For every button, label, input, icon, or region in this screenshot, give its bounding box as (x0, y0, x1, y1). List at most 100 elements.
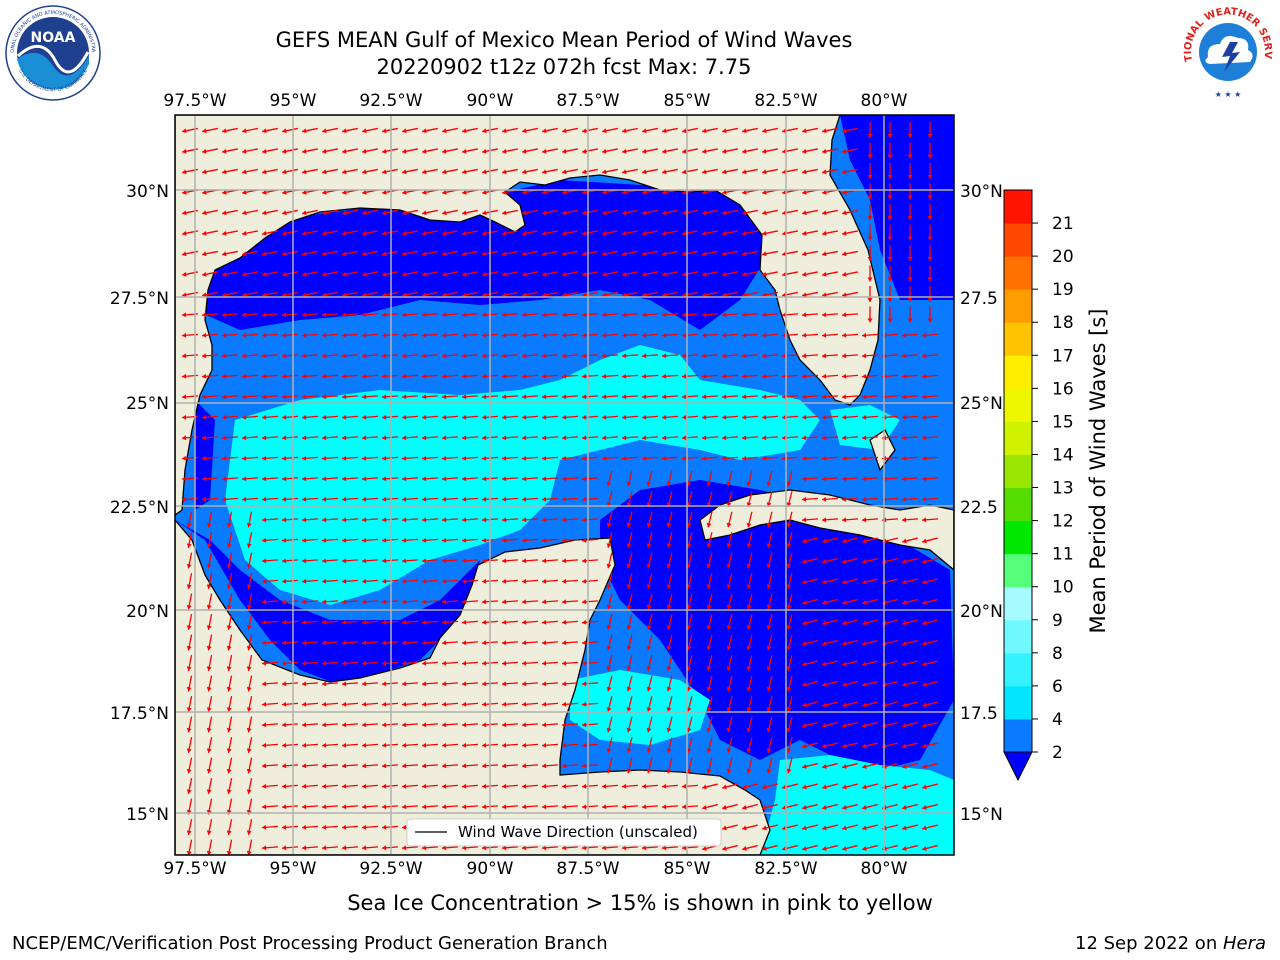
wind-arrow (901, 435, 919, 441)
wind-arrow (461, 476, 479, 482)
wind-arrow (927, 163, 933, 179)
wind-arrow (401, 373, 419, 379)
wind-arrow (361, 394, 379, 400)
wind-arrow (381, 517, 399, 523)
wind-arrow (922, 680, 938, 687)
wind-arrow (561, 373, 579, 379)
wind-arrow (841, 476, 859, 482)
wind-arrow (521, 414, 539, 420)
wind-arrow (541, 496, 559, 502)
wind-arrow (646, 716, 653, 733)
wind-arrow (842, 148, 858, 154)
wind-arrow (822, 680, 838, 687)
lat-label: 17.5 (960, 704, 998, 724)
wind-arrow (301, 373, 319, 379)
wind-arrow (921, 496, 939, 502)
wind-arrow (722, 803, 738, 810)
wind-arrow (522, 209, 538, 216)
wind-arrow (246, 716, 253, 733)
wind-arrow (322, 291, 338, 298)
wind-arrow (842, 271, 858, 277)
wind-arrow (461, 332, 479, 338)
wind-arrow (861, 517, 879, 523)
wind-arrow (401, 660, 419, 666)
wind-arrow (302, 127, 318, 134)
wind-arrow (901, 476, 919, 482)
wind-arrow (701, 332, 719, 338)
wind-arrow (381, 701, 399, 707)
wind-arrow (907, 204, 913, 220)
wind-arrow (301, 763, 319, 769)
wind-arrow (186, 532, 193, 548)
wind-arrow (501, 373, 519, 379)
wind-arrow (702, 271, 718, 277)
wind-arrow (261, 312, 279, 318)
wind-arrow (302, 271, 318, 277)
wind-arrow (421, 701, 439, 707)
wind-arrow (606, 470, 613, 487)
wind-arrow (461, 414, 479, 420)
wind-arrow (642, 250, 658, 257)
wind-arrow (842, 168, 858, 175)
wind-arrow (822, 537, 838, 544)
wind-arrow (842, 844, 858, 851)
wind-arrow (842, 557, 858, 564)
wind-arrow (581, 496, 599, 502)
wind-arrow (461, 517, 479, 523)
colorbar-segment (1004, 421, 1032, 455)
wind-arrow (602, 250, 618, 257)
legend-label: Wind Wave Direction (unscaled) (458, 823, 698, 841)
wind-arrow (262, 148, 278, 154)
wind-arrow (341, 476, 359, 482)
colorbar-segment (1004, 718, 1032, 753)
wind-arrow (661, 804, 679, 810)
wind-arrow (902, 783, 918, 790)
wind-arrow (666, 696, 673, 712)
wind-arrow (626, 552, 633, 569)
wind-arrow (282, 209, 298, 216)
wind-arrow (822, 148, 838, 154)
wind-arrow (927, 265, 933, 282)
wind-arrow (541, 435, 559, 441)
wind-arrow (742, 803, 758, 810)
wind-arrow (642, 271, 658, 277)
wind-arrow (726, 470, 733, 487)
wind-arrow (726, 716, 733, 733)
wind-arrow (441, 558, 459, 564)
wind-arrow (867, 265, 873, 282)
wind-arrow (421, 558, 439, 564)
wind-arrow (342, 271, 358, 277)
wind-arrow (622, 168, 638, 175)
wind-arrow (821, 332, 839, 338)
wind-arrow (842, 127, 858, 134)
wind-arrow (541, 783, 559, 789)
wind-arrow (686, 757, 693, 774)
wind-arrow (621, 804, 639, 810)
wind-arrow (761, 394, 779, 400)
wind-arrow (542, 209, 558, 216)
wind-arrow (242, 127, 258, 134)
wind-arrow (221, 332, 239, 338)
wind-arrow (746, 552, 753, 569)
wind-arrow (626, 511, 633, 528)
wind-arrow (261, 455, 279, 461)
wind-arrow (221, 435, 239, 441)
wind-arrow (761, 332, 779, 338)
wind-arrow (781, 394, 799, 400)
wind-arrow (861, 373, 879, 379)
wind-arrow (262, 127, 278, 134)
wind-arrow (822, 824, 838, 831)
wind-arrow (762, 271, 778, 277)
wind-arrow (561, 763, 579, 769)
wind-arrow (241, 394, 259, 400)
wind-arrow (861, 476, 879, 482)
wind-arrow (742, 783, 758, 790)
svg-text:★ ★ ★: ★ ★ ★ (1215, 90, 1242, 99)
wind-arrow (342, 148, 358, 154)
wind-arrow (202, 127, 218, 134)
wind-arrow (361, 332, 379, 338)
wind-arrow (502, 271, 518, 277)
wind-arrow (802, 598, 818, 605)
wind-arrow (361, 681, 379, 687)
wind-arrow (561, 537, 579, 543)
